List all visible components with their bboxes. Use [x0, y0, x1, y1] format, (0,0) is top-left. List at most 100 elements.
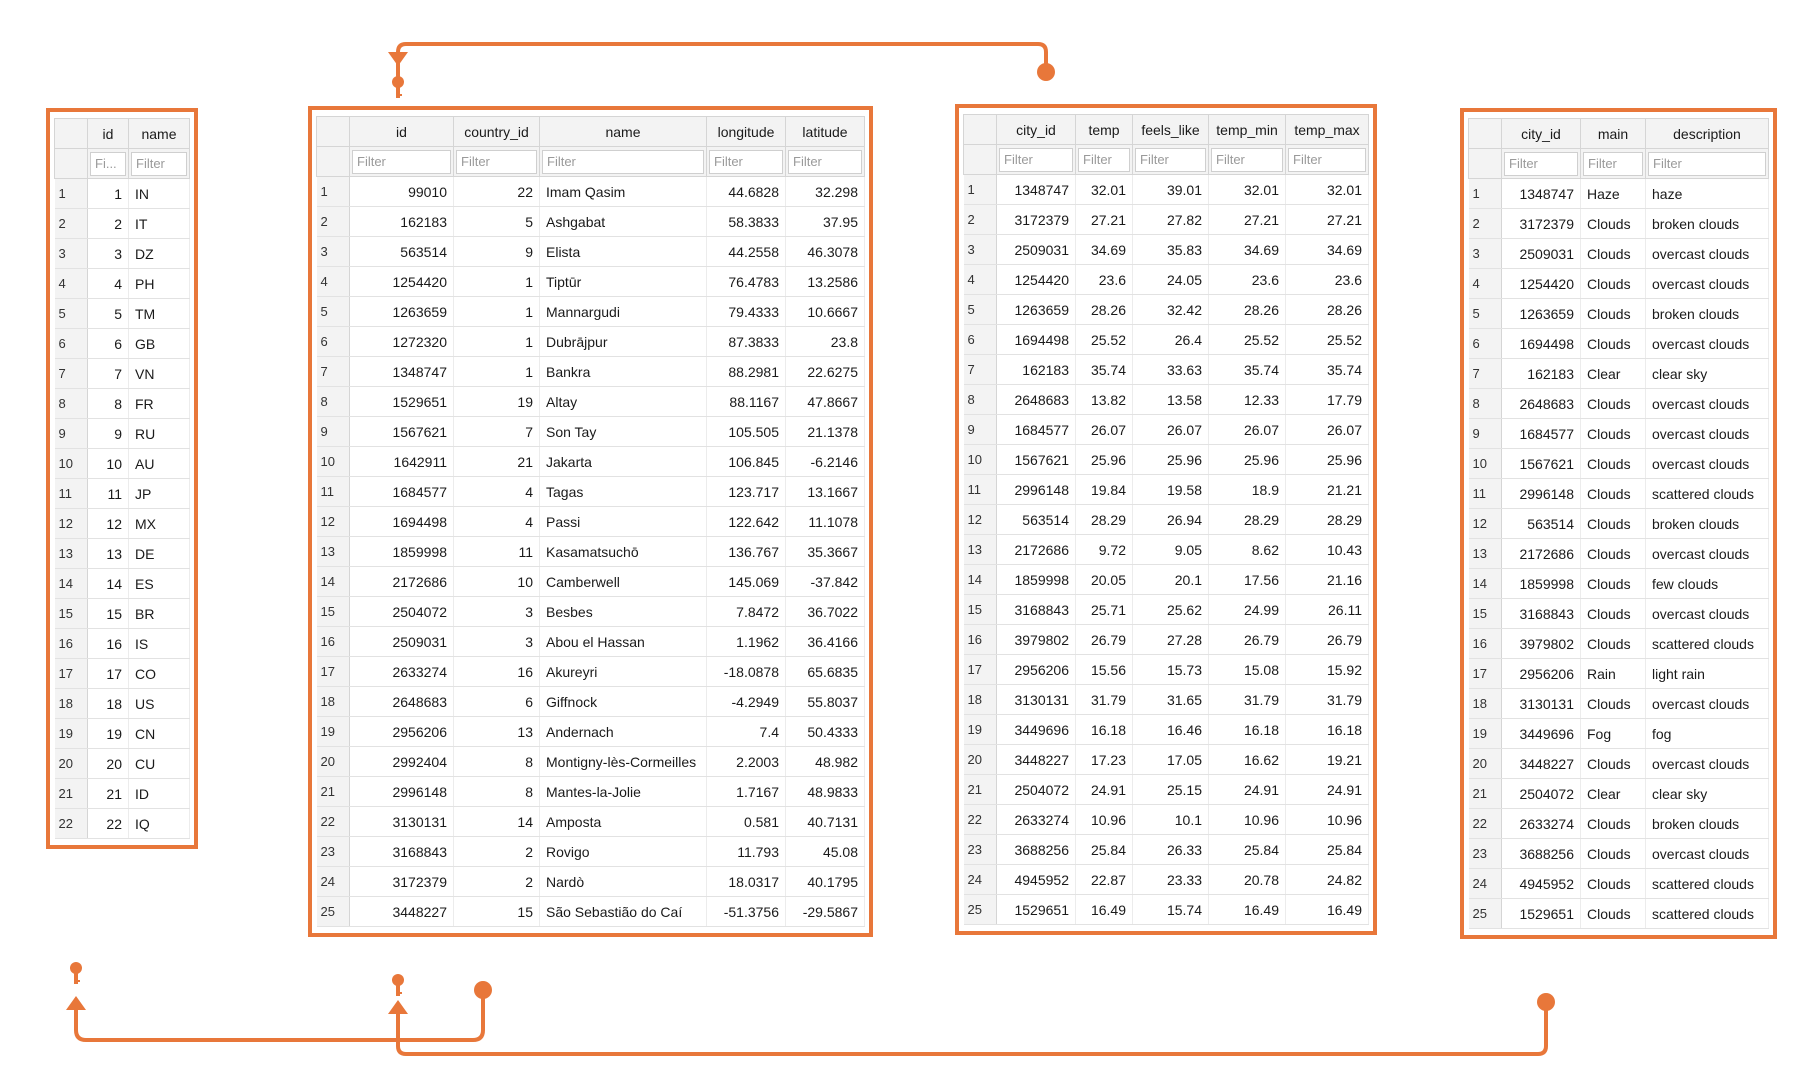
table-row[interactable]: 13 13 DE [54, 538, 190, 569]
table-row[interactable]: 14 1859998 Clouds few clouds [1468, 568, 1769, 599]
table-row[interactable]: 18 3130131 31.79 31.65 31.79 31.79 [963, 684, 1369, 715]
table-row[interactable]: 10 1642911 21 Jakarta 106.845 -6.2146 [316, 446, 865, 477]
table-row[interactable]: 21 2504072 24.91 25.15 24.91 24.91 [963, 774, 1369, 805]
filter-input-name[interactable]: Filter [542, 149, 704, 174]
table-row[interactable]: 17 2956206 Rain light rain [1468, 658, 1769, 689]
table-row[interactable]: 24 4945952 Clouds scattered clouds [1468, 868, 1769, 899]
table-row[interactable]: 23 3688256 Clouds overcast clouds [1468, 838, 1769, 869]
table-row[interactable]: 7 1348747 1 Bankra 88.2981 22.6275 [316, 356, 865, 387]
table-row[interactable]: 13 1859998 11 Kasamatsuchō 136.767 35.3667 [316, 536, 865, 567]
table-row[interactable]: 24 3172379 2 Nardò 18.0317 40.1795 [316, 866, 865, 897]
table-row[interactable]: 19 2956206 13 Andernach 7.4 50.4333 [316, 716, 865, 747]
filter-input-description[interactable]: Filter [1648, 151, 1766, 176]
filter-input-id[interactable]: Filter [352, 149, 451, 174]
table-row[interactable]: 15 15 BR [54, 598, 190, 629]
table-row[interactable]: 23 3688256 25.84 26.33 25.84 25.84 [963, 834, 1369, 865]
filter-input-country-id[interactable]: Filter [456, 149, 537, 174]
table-row[interactable]: 5 5 TM [54, 298, 190, 329]
column-header-name[interactable]: name [128, 118, 190, 149]
table-row[interactable]: 14 1859998 20.05 20.1 17.56 21.16 [963, 564, 1369, 595]
filter-input-latitude[interactable]: Filter [788, 149, 862, 174]
table-row[interactable]: 12 563514 Clouds broken clouds [1468, 508, 1769, 539]
table-row[interactable]: 9 1684577 26.07 26.07 26.07 26.07 [963, 414, 1369, 445]
table-row[interactable]: 4 4 PH [54, 268, 190, 299]
table-row[interactable]: 20 3448227 17.23 17.05 16.62 19.21 [963, 744, 1369, 775]
table-row[interactable]: 10 1567621 Clouds overcast clouds [1468, 448, 1769, 479]
table-row[interactable]: 24 4945952 22.87 23.33 20.78 24.82 [963, 864, 1369, 895]
table-row[interactable]: 18 3130131 Clouds overcast clouds [1468, 688, 1769, 719]
table-row[interactable]: 20 3448227 Clouds overcast clouds [1468, 748, 1769, 779]
table-row[interactable]: 7 7 VN [54, 358, 190, 389]
filter-input-temp-min[interactable]: Filter [1211, 147, 1283, 172]
table-row[interactable]: 1 1348747 32.01 39.01 32.01 32.01 [963, 174, 1369, 205]
table-row[interactable]: 16 16 IS [54, 628, 190, 659]
table-row[interactable]: 13 2172686 Clouds overcast clouds [1468, 538, 1769, 569]
table-row[interactable]: 11 11 JP [54, 478, 190, 509]
filter-input-longitude[interactable]: Filter [709, 149, 783, 174]
column-header-main[interactable]: main [1580, 118, 1646, 149]
table-row[interactable]: 14 2172686 10 Camberwell 145.069 -37.842 [316, 566, 865, 597]
table-row[interactable]: 15 3168843 25.71 25.62 24.99 26.11 [963, 594, 1369, 625]
table-row[interactable]: 17 2633274 16 Akureyri -18.0878 65.6835 [316, 656, 865, 687]
table-row[interactable]: 19 3449696 16.18 16.46 16.18 16.18 [963, 714, 1369, 745]
filter-input-temp[interactable]: Filter [1078, 147, 1130, 172]
column-header-longitude[interactable]: longitude [706, 116, 786, 147]
column-header-name[interactable]: name [539, 116, 707, 147]
table-row[interactable]: 4 1254420 1 Tiptūr 76.4783 13.2586 [316, 266, 865, 297]
table-row[interactable]: 1 99010 22 Imam Qasim 44.6828 32.298 [316, 176, 865, 207]
table-row[interactable]: 8 2648683 13.82 13.58 12.33 17.79 [963, 384, 1369, 415]
table-row[interactable]: 9 1684577 Clouds overcast clouds [1468, 418, 1769, 449]
table-row[interactable]: 9 1567621 7 Son Tay 105.505 21.1378 [316, 416, 865, 447]
filter-input-city-id[interactable]: Filter [999, 147, 1073, 172]
table-row[interactable]: 12 1694498 4 Passi 122.642 11.1078 [316, 506, 865, 537]
table-row[interactable]: 3 2509031 34.69 35.83 34.69 34.69 [963, 234, 1369, 265]
table-row[interactable]: 21 2504072 Clear clear sky [1468, 778, 1769, 809]
table-row[interactable]: 20 2992404 8 Montigny-lès-Cormeilles 2.2003 4… [316, 746, 865, 777]
table-row[interactable]: 10 10 AU [54, 448, 190, 479]
table-row[interactable]: 15 2504072 3 Besbes 7.8472 36.7022 [316, 596, 865, 627]
table-row[interactable]: 3 563514 9 Elista 44.2558 46.3078 [316, 236, 865, 267]
table-row[interactable]: 2 3172379 27.21 27.82 27.21 27.21 [963, 204, 1369, 235]
table-row[interactable]: 8 8 FR [54, 388, 190, 419]
table-row[interactable]: 11 2996148 Clouds scattered clouds [1468, 478, 1769, 509]
table-row[interactable]: 17 17 CO [54, 658, 190, 689]
column-header-temp-max[interactable]: temp_max [1285, 114, 1369, 145]
table-row[interactable]: 25 3448227 15 São Sebastião do Caí -51.3756-… [316, 896, 865, 927]
table-row[interactable]: 6 1272320 1 Dubrājpur 87.3833 23.8 [316, 326, 865, 357]
column-header-feels-like[interactable]: feels_like [1132, 114, 1209, 145]
table-row[interactable]: 18 2648683 6 Giffnock -4.2949 55.8037 [316, 686, 865, 717]
table-row[interactable]: 6 1694498 25.52 26.4 25.52 25.52 [963, 324, 1369, 355]
table-row[interactable]: 2 162183 5 Ashgabat 58.3833 37.95 [316, 206, 865, 237]
table-row[interactable]: 3 2509031 Clouds overcast clouds [1468, 238, 1769, 269]
table-row[interactable]: 6 6 GB [54, 328, 190, 359]
table-row[interactable]: 19 19 CN [54, 718, 190, 749]
table-row[interactable]: 22 2633274 Clouds broken clouds [1468, 808, 1769, 839]
table-row[interactable]: 14 14 ES [54, 568, 190, 599]
table-row[interactable]: 18 18 US [54, 688, 190, 719]
table-row[interactable]: 23 3168843 2 Rovigo 11.793 45.08 [316, 836, 865, 867]
table-row[interactable]: 22 3130131 14 Amposta 0.581 40.7131 [316, 806, 865, 837]
table-row[interactable]: 7 162183 Clear clear sky [1468, 358, 1769, 389]
table-row[interactable]: 7 162183 35.74 33.63 35.74 35.74 [963, 354, 1369, 385]
table-row[interactable]: 10 1567621 25.96 25.96 25.96 25.96 [963, 444, 1369, 475]
table-row[interactable]: 22 2633274 10.96 10.1 10.96 10.96 [963, 804, 1369, 835]
table-row[interactable]: 19 3449696 Fog fog [1468, 718, 1769, 749]
column-header-temp-min[interactable]: temp_min [1208, 114, 1286, 145]
table-row[interactable]: 21 2996148 8 Mantes-la-Jolie 1.7167 48.9833 [316, 776, 865, 807]
table-row[interactable]: 16 2509031 3 Abou el Hassan 1.1962 36.4166 [316, 626, 865, 657]
table-row[interactable]: 25 1529651 16.49 15.74 16.49 16.49 [963, 894, 1369, 925]
table-row[interactable]: 16 3979802 Clouds scattered clouds [1468, 628, 1769, 659]
table-row[interactable]: 11 1684577 4 Tagas 123.717 13.1667 [316, 476, 865, 507]
table-row[interactable]: 8 2648683 Clouds overcast clouds [1468, 388, 1769, 419]
filter-input-temp-max[interactable]: Filter [1288, 147, 1366, 172]
table-row[interactable]: 9 9 RU [54, 418, 190, 449]
table-row[interactable]: 12 12 MX [54, 508, 190, 539]
table-row[interactable]: 5 1263659 1 Mannargudi 79.4333 10.6667 [316, 296, 865, 327]
filter-input-name[interactable]: Filter [131, 151, 187, 176]
filter-input-main[interactable]: Filter [1583, 151, 1643, 176]
table-row[interactable]: 16 3979802 26.79 27.28 26.79 26.79 [963, 624, 1369, 655]
table-row[interactable]: 4 1254420 23.6 24.05 23.6 23.6 [963, 264, 1369, 295]
column-header-city-id[interactable]: city_id [996, 114, 1076, 145]
table-row[interactable]: 13 2172686 9.72 9.05 8.62 10.43 [963, 534, 1369, 565]
table-row[interactable]: 20 20 CU [54, 748, 190, 779]
